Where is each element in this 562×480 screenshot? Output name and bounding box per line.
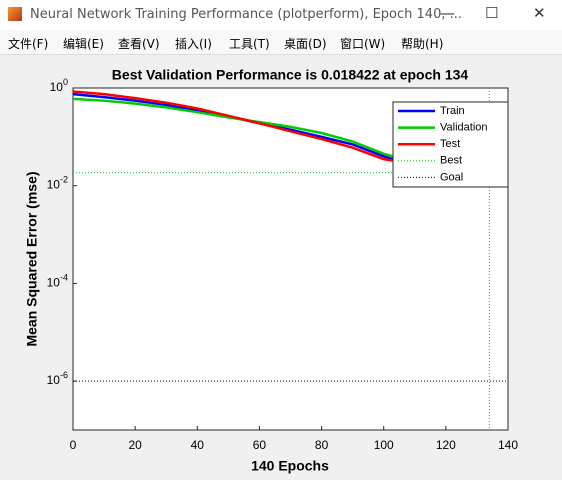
legend-label: Test (440, 138, 460, 150)
x-tick-label: 120 (436, 438, 456, 452)
x-tick-label: 20 (128, 438, 142, 452)
menu-bar: 文件(F) 编辑(E) 查看(V) 插入(I) 工具(T) 桌面(D) 窗口(W) 帮助(H) (0, 30, 562, 55)
x-tick-label: 100 (374, 438, 394, 452)
y-axis-label: Mean Squared Error (mse) (24, 171, 40, 346)
menu-item[interactable]: 编辑(E) (63, 37, 104, 51)
chart-title: Best Validation Performance is 0.018422 … (112, 67, 469, 83)
title-bar: Neural Network Training Performance (plo… (0, 0, 562, 30)
menu-item[interactable]: 插入(I) (175, 37, 212, 51)
x-tick-label: 60 (253, 438, 267, 452)
x-tick-label: 140 (498, 438, 518, 452)
legend-label: Train (440, 105, 465, 117)
y-tick-label: 10-6 (47, 371, 68, 388)
menu-item[interactable]: 工具(T) (229, 37, 270, 51)
window-title: Neural Network Training Performance (plo… (30, 7, 463, 22)
x-tick-label: 0 (70, 438, 77, 452)
legend-label: Goal (440, 171, 463, 183)
legend-label: Best (440, 155, 462, 167)
x-tick-label: 80 (315, 438, 329, 452)
app-icon (8, 7, 22, 21)
menu-item[interactable]: 文件(F) (8, 37, 49, 51)
y-tick-label: 10-2 (47, 175, 68, 192)
legend-label: Validation (440, 122, 488, 134)
menu-item[interactable]: 帮助(H) (401, 37, 444, 51)
menu-item[interactable]: 桌面(D) (284, 37, 327, 51)
x-tick-label: 40 (191, 438, 205, 452)
minimize-button[interactable]: — (440, 4, 455, 22)
y-tick-label: 10-4 (47, 273, 68, 290)
x-axis-label: 140 Epochs (251, 458, 329, 474)
maximize-button[interactable]: ☐ (485, 4, 499, 22)
menu-item[interactable]: 窗口(W) (340, 37, 386, 51)
y-tick-label: 100 (50, 77, 68, 94)
close-button[interactable]: ✕ (533, 4, 546, 22)
menu-item[interactable]: 查看(V) (118, 37, 160, 51)
